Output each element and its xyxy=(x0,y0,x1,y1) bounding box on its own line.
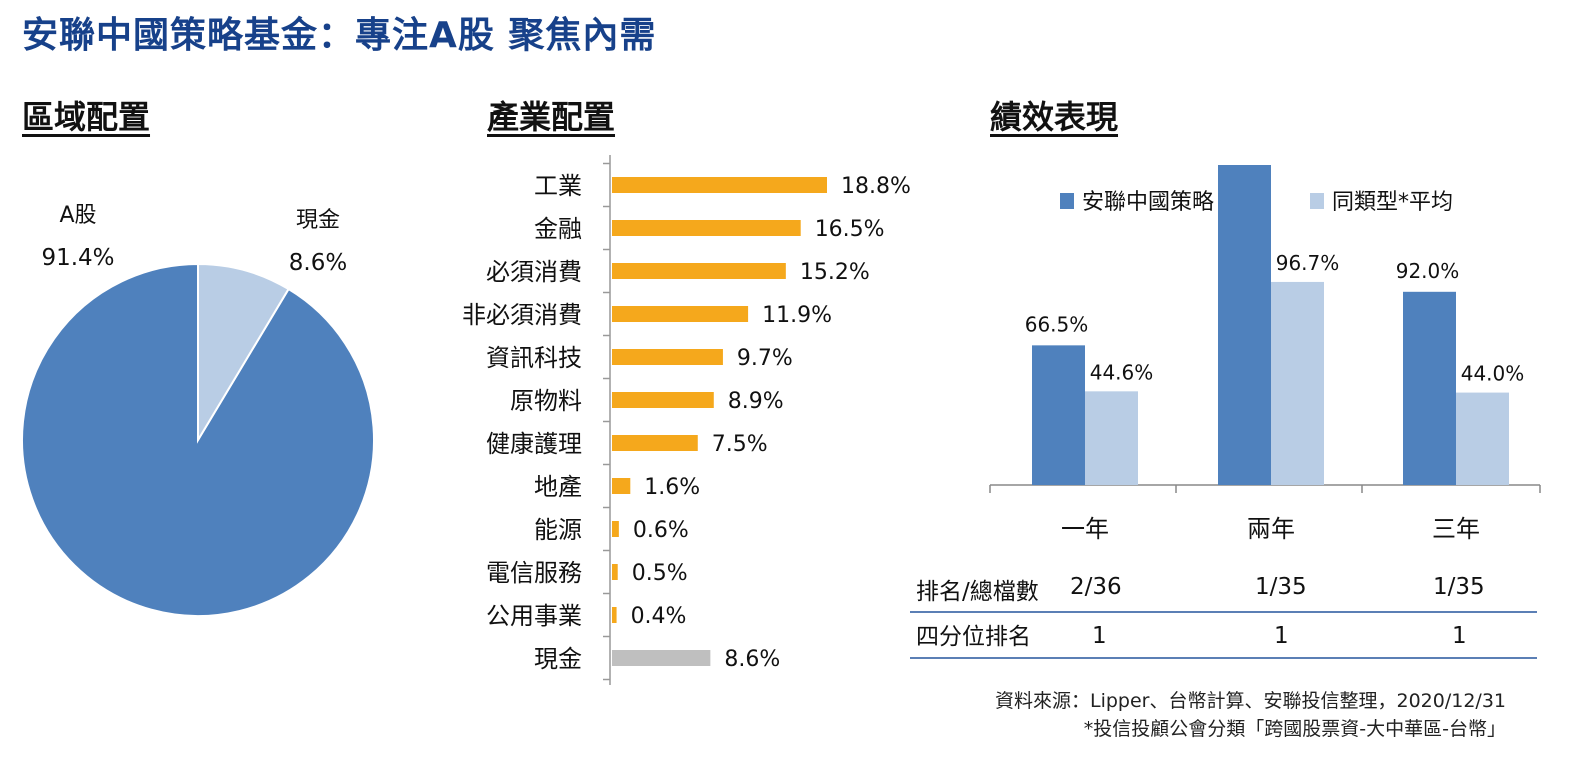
performance-value-label: 44.0% xyxy=(1461,362,1525,386)
rank-3y: 1/35 xyxy=(1433,574,1485,600)
legend-swatch xyxy=(1310,193,1324,209)
performance-bar xyxy=(1403,291,1456,485)
industry-value-label: 0.6% xyxy=(633,518,689,543)
industry-category-label: 金融 xyxy=(534,215,582,243)
quartile-2y: 1 xyxy=(1274,623,1289,649)
performance-bar xyxy=(1032,345,1085,485)
industry-bar xyxy=(612,306,749,322)
performance-value-label: 66.5% xyxy=(1025,312,1089,336)
rank-1y: 2/36 xyxy=(1070,574,1122,600)
rank-2y: 1/35 xyxy=(1255,574,1307,600)
industry-bar xyxy=(612,392,714,408)
row-label: 四分位排名 xyxy=(916,624,1031,650)
industry-category-label: 工業 xyxy=(534,172,582,200)
quartile-1y: 1 xyxy=(1092,623,1107,649)
performance-category-label: 三年 xyxy=(1432,515,1480,543)
table-row: 排名/總檔數 2/36 1/35 1/35 xyxy=(910,566,1537,613)
industry-value-label: 15.2% xyxy=(800,260,870,285)
industry-category-label: 健康護理 xyxy=(486,430,582,458)
industry-heading: 產業配置 xyxy=(487,98,616,136)
industry-value-label: 0.4% xyxy=(631,604,687,629)
industry-value-label: 11.9% xyxy=(762,303,832,328)
industry-bar xyxy=(612,349,723,365)
industry-bar xyxy=(612,263,786,279)
source-footnote: 資料來源：Lipper、台幣計算、安聯投信整理，2020/12/31 xyxy=(995,690,1506,712)
industry-bar xyxy=(612,177,827,193)
legend-swatch xyxy=(1060,193,1074,209)
pie-value-a-share: 91.4% xyxy=(41,245,114,271)
industry-bar xyxy=(612,607,617,623)
pie-label-a-share: A股 xyxy=(59,203,96,228)
industry-bar xyxy=(612,564,618,580)
industry-category-label: 資訊科技 xyxy=(486,344,582,372)
industry-value-label: 18.8% xyxy=(841,174,911,199)
performance-heading: 績效表現 xyxy=(990,98,1119,136)
industry-category-label: 原物料 xyxy=(510,387,582,415)
region-heading: 區域配置 xyxy=(22,98,151,136)
industry-category-label: 現金 xyxy=(534,645,582,673)
page-title: 安聯中國策略基金：專注A股 聚焦內需 xyxy=(22,15,657,56)
performance-bar xyxy=(1085,391,1138,485)
industry-category-label: 非必須消費 xyxy=(462,301,582,329)
industry-bar xyxy=(612,650,711,666)
pie-label-cash: 現金 xyxy=(296,208,340,233)
industry-value-label: 9.7% xyxy=(737,346,793,371)
industry-value-label: 8.6% xyxy=(724,647,780,672)
ranking-table: 排名/總檔數 2/36 1/35 1/35 四分位排名 1 1 1 xyxy=(910,566,1537,659)
performance-value-label: 96.7% xyxy=(1276,251,1340,275)
quartile-3y: 1 xyxy=(1452,623,1467,649)
industry-bar xyxy=(612,220,801,236)
performance-value-label: 44.6% xyxy=(1090,360,1154,384)
legend-label: 同類型*平均 xyxy=(1332,190,1453,215)
industry-category-label: 地產 xyxy=(534,473,582,501)
industry-value-label: 0.5% xyxy=(632,561,688,586)
industry-value-label: 8.9% xyxy=(728,389,784,414)
industry-value-label: 1.6% xyxy=(644,475,700,500)
legend-label: 安聯中國策略 xyxy=(1082,190,1214,215)
performance-bar-chart: 安聯中國策略同類型*平均66.5%44.6%一年154.9%96.7%兩年92.… xyxy=(989,165,1541,543)
industry-bar xyxy=(612,478,631,494)
industry-category-label: 必須消費 xyxy=(486,258,582,286)
performance-bar xyxy=(1218,165,1271,485)
industry-category-label: 電信服務 xyxy=(486,559,582,587)
pie-slice-cash xyxy=(197,262,290,444)
industry-bar xyxy=(612,521,619,537)
row-label: 排名/總檔數 xyxy=(916,579,1039,605)
classification-footnote: *投信投顧公會分類「跨國股票資-大中華區-台幣」 xyxy=(1083,718,1506,740)
pie-value-cash: 8.6% xyxy=(289,250,347,276)
table-row: 四分位排名 1 1 1 xyxy=(910,613,1537,659)
performance-category-label: 兩年 xyxy=(1247,515,1295,543)
industry-value-label: 16.5% xyxy=(815,217,885,242)
industry-bar-chart: 工業 18.8% 金融 16.5% 必須消費 15.2% 非必須消費 11.9% 資訊科技 9.7… xyxy=(462,155,911,685)
performance-bar xyxy=(1271,281,1324,485)
performance-bar xyxy=(1456,392,1509,485)
industry-bar xyxy=(612,435,698,451)
industry-value-label: 7.5% xyxy=(712,432,768,457)
region-pie-chart: A股 91.4% 現金 8.6% xyxy=(21,203,375,617)
performance-category-label: 一年 xyxy=(1061,515,1109,543)
industry-category-label: 公用事業 xyxy=(486,602,582,630)
industry-category-label: 能源 xyxy=(534,516,582,544)
performance-value-label: 92.0% xyxy=(1396,259,1460,283)
